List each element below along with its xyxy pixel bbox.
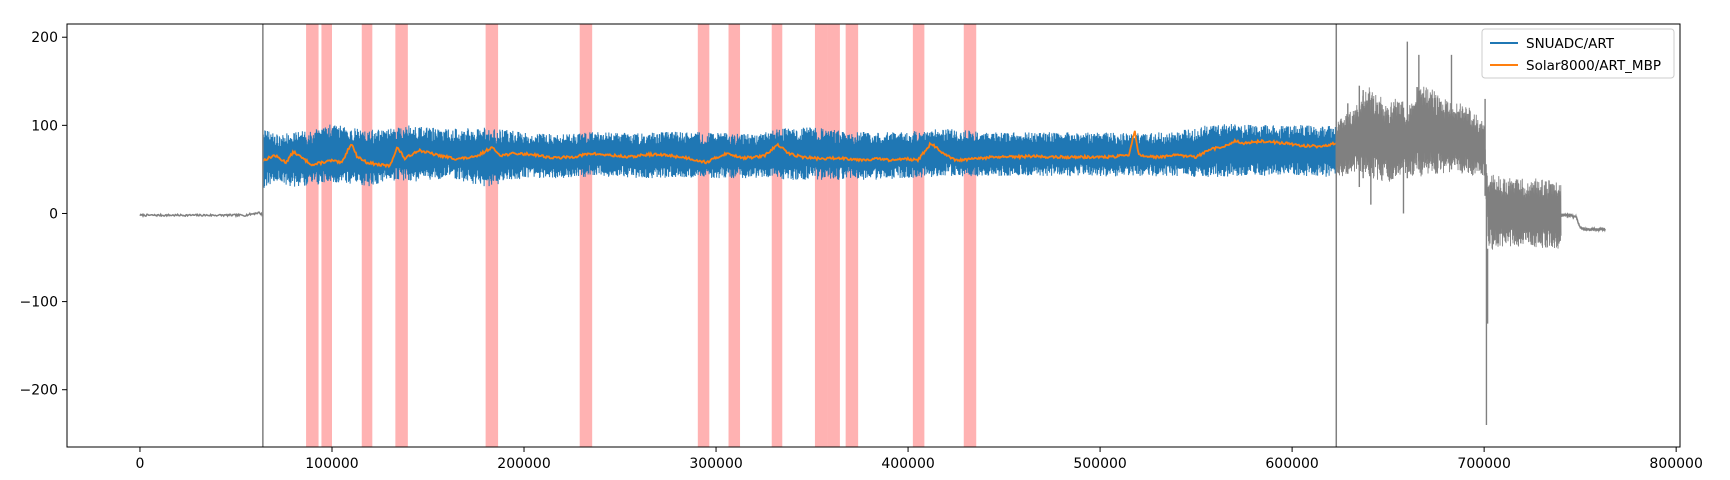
x-tick-label: 700000 xyxy=(1457,456,1510,472)
y-tick-label: −200 xyxy=(20,383,58,399)
legend-label: Solar8000/ART_MBP xyxy=(1526,58,1661,74)
x-axis: 0 100000 200000 300000 400000 500000 600000 700… xyxy=(136,447,1703,472)
highlight-span xyxy=(306,24,319,447)
highlight-span xyxy=(697,24,710,447)
y-axis: 200 100 0 −100 −200 xyxy=(20,30,67,399)
highlight-span xyxy=(485,24,499,447)
x-tick-label: 300000 xyxy=(689,456,742,472)
x-tick-label: 400000 xyxy=(881,456,934,472)
gray-series-line xyxy=(139,211,264,218)
highlight-span xyxy=(827,24,840,447)
x-tick-label: 500000 xyxy=(1073,456,1126,472)
plot-area-frame xyxy=(66,23,1681,448)
y-tick-label: 0 xyxy=(49,206,58,222)
vertical-lines xyxy=(262,24,1338,447)
highlight-span xyxy=(771,24,783,447)
legend-box xyxy=(1481,28,1675,79)
legend-label: SNUADC/ART xyxy=(1526,36,1615,52)
highlight-spans xyxy=(306,24,977,447)
x-tick-label: 200000 xyxy=(497,456,550,472)
highlight-span xyxy=(395,24,408,447)
highlight-span xyxy=(728,24,741,447)
x-tick-label: 0 xyxy=(136,456,145,472)
legend: SNUADC/ART Solar8000/ART_MBP xyxy=(1481,28,1675,79)
gray-band-series xyxy=(1335,86,1562,250)
highlight-span xyxy=(963,24,977,447)
x-tick-label: 600000 xyxy=(1265,456,1318,472)
x-tick-label: 100000 xyxy=(305,456,358,472)
y-tick-label: 100 xyxy=(31,118,58,134)
y-tick-label: −100 xyxy=(20,295,58,311)
solar8000-art-mbp-series xyxy=(262,130,1337,169)
highlight-span xyxy=(579,24,593,447)
highlight-span xyxy=(814,24,828,447)
x-tick-label: 800000 xyxy=(1649,456,1702,472)
highlight-span xyxy=(845,24,859,447)
gray-series-line xyxy=(1560,212,1606,233)
highlight-span xyxy=(361,24,373,447)
y-tick-label: 200 xyxy=(31,30,58,46)
highlight-span xyxy=(321,24,332,447)
highlight-span xyxy=(912,24,925,447)
series-layer xyxy=(139,41,1606,425)
